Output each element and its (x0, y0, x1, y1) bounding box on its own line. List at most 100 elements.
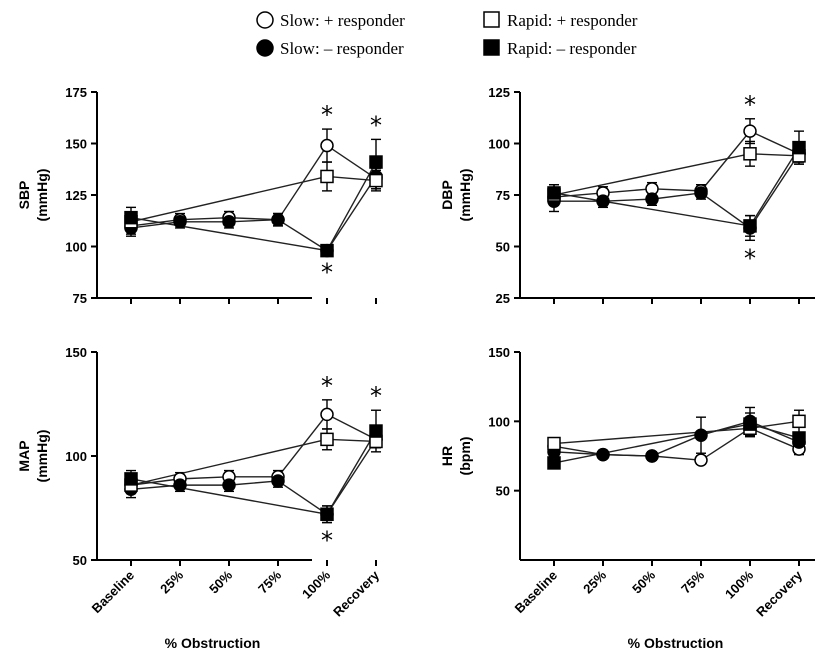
x-tick-label: Baseline (89, 568, 137, 616)
data-point (792, 431, 806, 445)
legend: Slow: + responder Slow: – responder Rapi… (256, 11, 638, 58)
series-line (130, 430, 377, 516)
data-point (547, 436, 561, 451)
data-point (792, 140, 806, 155)
data-point (320, 138, 334, 153)
data-point (320, 407, 334, 422)
data-point (124, 210, 138, 225)
x-tick-label: 75% (678, 567, 707, 596)
data-point (369, 155, 383, 169)
data-point (320, 169, 334, 184)
significance-marker: * (744, 91, 756, 119)
square-filled-marker-icon (483, 39, 500, 56)
data-point (596, 447, 610, 462)
legend-label: Slow: + responder (280, 11, 405, 30)
y-tick-label: 50 (496, 484, 510, 499)
x-tick-label: 100% (299, 567, 333, 601)
circle-open-marker-icon (256, 11, 274, 29)
data-point (694, 186, 708, 200)
data-point (124, 472, 138, 486)
data-point (596, 194, 610, 208)
data-point (369, 424, 383, 438)
series-line (130, 175, 377, 223)
data-point (743, 417, 757, 431)
significance-marker: * (321, 372, 333, 400)
y-tick-label: 150 (488, 345, 510, 360)
data-point (694, 453, 708, 467)
x-tick-label: 100% (722, 567, 756, 601)
legend-item-slow-plus: Slow: + responder (256, 11, 405, 30)
data-point (369, 173, 383, 188)
y-axis-label-line: (mmHg) (457, 169, 473, 222)
y-axis-label-line: (bpm) (457, 437, 473, 476)
series-line (130, 144, 377, 227)
data-point (694, 428, 708, 442)
series-line (553, 427, 800, 461)
series-line (553, 153, 800, 196)
data-point (743, 219, 757, 233)
data-point (271, 474, 285, 488)
x-tick-label: Recovery (753, 567, 806, 620)
data-point (173, 478, 187, 492)
chart-panel-bottom-right: 50 100 150 Baseline 25% 50% 75% 100%Recovery HR(… (439, 345, 815, 651)
y-tick-label: 150 (65, 137, 87, 152)
data-point (320, 243, 334, 258)
y-axis-label-line: HR (439, 446, 455, 466)
y-tick-label: 100 (65, 240, 87, 255)
y-tick-label: 25 (496, 291, 510, 306)
data-point (792, 414, 806, 429)
y-axis-label-line: (mmHg) (34, 169, 50, 222)
significance-marker: * (321, 259, 333, 287)
y-axis-label-line: SBP (16, 181, 32, 210)
data-point (645, 449, 659, 463)
data-point (271, 212, 285, 227)
y-tick-label: 150 (65, 345, 87, 360)
y-tick-label: 75 (73, 291, 87, 306)
y-axis-label-line: DBP (439, 180, 455, 210)
series-line (130, 438, 377, 486)
significance-marker: * (744, 244, 756, 272)
x-tick-label: 25% (157, 567, 186, 596)
x-tick-label: Baseline (512, 568, 560, 616)
series-line (553, 423, 800, 464)
y-tick-label: 100 (488, 137, 510, 152)
square-open-marker-icon (483, 11, 500, 28)
y-tick-label: 125 (65, 188, 87, 203)
y-tick-label: 75 (496, 188, 510, 203)
series-line (130, 176, 377, 252)
data-point (743, 124, 757, 138)
x-tick-label: 50% (206, 567, 235, 596)
legend-item-rapid-plus: Rapid: + responder (483, 11, 638, 30)
data-point (645, 192, 659, 206)
y-axis-label: SBP (mmHg) (16, 169, 50, 222)
y-tick-label: 50 (496, 240, 510, 255)
legend-label: Slow: – responder (280, 39, 404, 58)
chart-panel-bottom-left: 50 100 150 Baseline 25% 50% 75% 100%Recovery MAP… (16, 345, 383, 651)
y-tick-label: 175 (65, 85, 87, 100)
x-tick-label: 25% (580, 567, 609, 596)
y-axis-label-line: MAP (16, 440, 32, 471)
x-tick-label: 75% (255, 567, 284, 596)
x-axis-label: % Obstruction (165, 635, 261, 651)
y-axis-label: HR (bpm) (439, 437, 473, 476)
data-point (222, 478, 236, 492)
data-point (320, 507, 334, 521)
legend-item-rapid-minus: Rapid: – responder (483, 39, 637, 58)
data-point (320, 432, 334, 447)
legend-label: Rapid: + responder (507, 11, 638, 30)
data-point (743, 147, 757, 161)
y-tick-label: 125 (488, 85, 510, 100)
x-axis-label: % Obstruction (628, 635, 724, 651)
series-line (554, 153, 800, 229)
y-tick-label: 100 (488, 414, 510, 429)
series-line (130, 413, 377, 486)
data-point (547, 186, 561, 200)
x-tick-label: 50% (629, 567, 658, 596)
significance-marker: * (370, 111, 382, 139)
y-axis-label-line: (mmHg) (34, 430, 50, 483)
data-point (547, 456, 561, 470)
data-point (222, 215, 236, 229)
circle-filled-marker-icon (256, 39, 274, 57)
x-tick-label: Recovery (330, 567, 383, 620)
chart-panel-top-left: 75 100 125 150 175 SBP (mmHg) * * * (16, 85, 383, 306)
